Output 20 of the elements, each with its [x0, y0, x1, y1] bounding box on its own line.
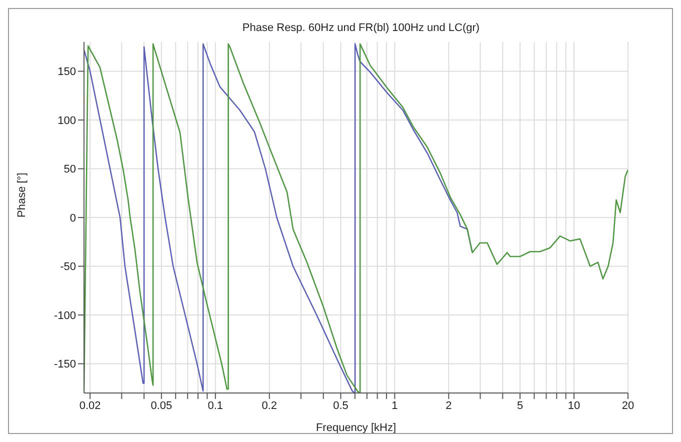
x-tick-label: 10: [568, 400, 580, 412]
y-tick-label: 150: [58, 66, 76, 78]
y-axis-title: Phase [°]: [16, 172, 28, 218]
x-axis-title: Frequency [kHz]: [316, 422, 396, 434]
y-tick-label: -50: [60, 261, 76, 274]
x-tick-label: 20: [622, 400, 634, 412]
y-tick-label: 0: [70, 212, 76, 224]
x-tick-label: 0.1: [208, 400, 224, 412]
y-tick-label: -100: [54, 310, 76, 322]
x-tick-label: 0.2: [262, 400, 278, 412]
x-tick-label: 0.05: [150, 400, 172, 412]
x-tick-label: 5: [516, 400, 524, 412]
x-tick-label: 0.5: [333, 400, 348, 412]
x-tick-label: 0.02: [79, 400, 101, 412]
y-tick-label: -150: [54, 358, 76, 371]
x-tick-label: 1: [392, 400, 398, 412]
y-tick-label: 100: [58, 114, 76, 127]
y-tick-label: 50: [64, 164, 76, 176]
x-tick-label: 2: [446, 400, 452, 412]
chart-title: Phase Resp. 60Hz und FR(bl) 100Hz und LC(gr): [241, 22, 481, 34]
